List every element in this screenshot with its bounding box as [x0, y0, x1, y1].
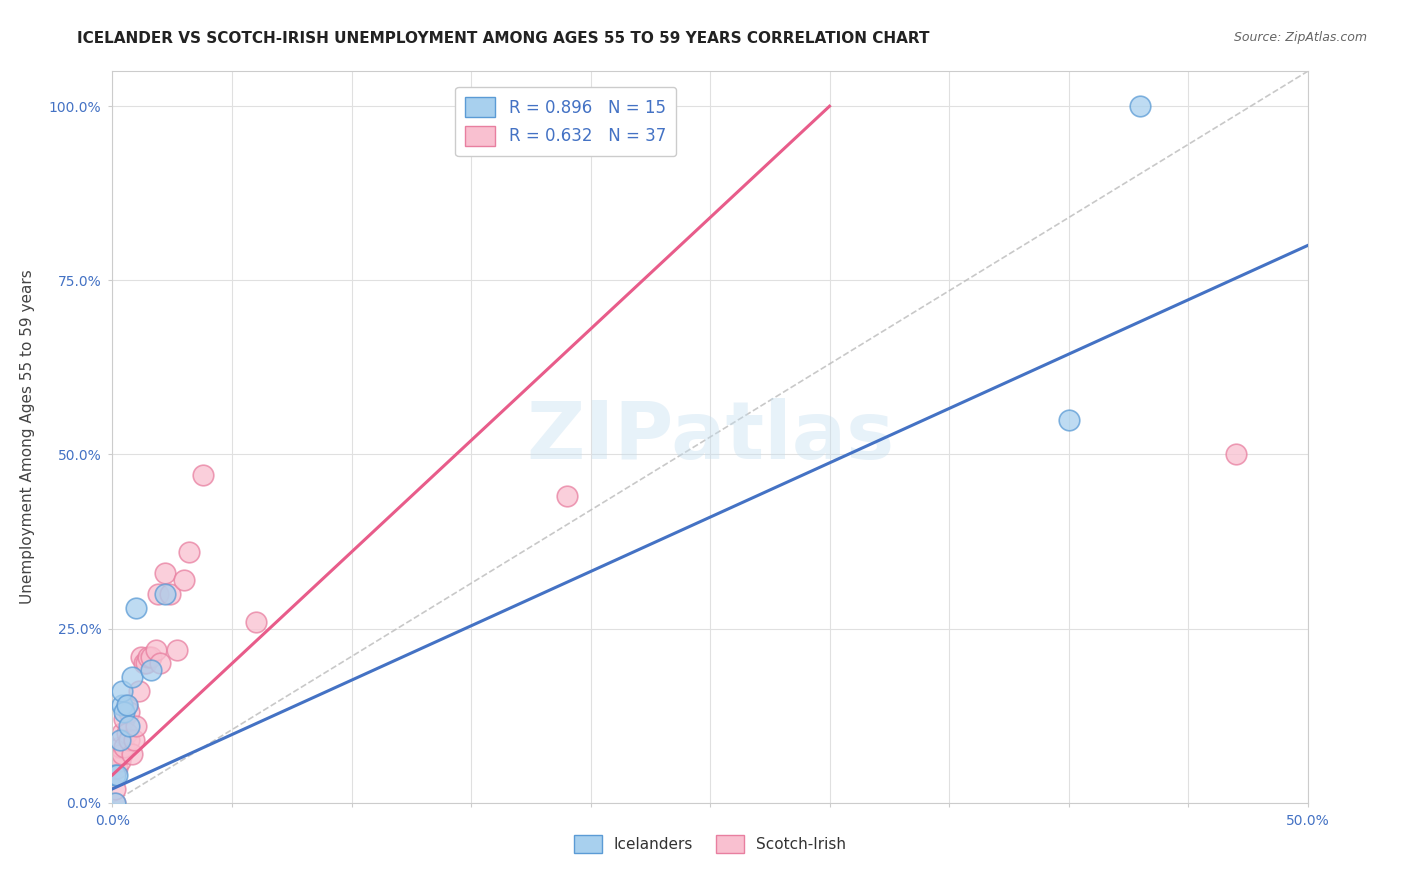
Point — [132, 657, 155, 671]
Point — [114, 712, 135, 726]
Point — [159, 587, 181, 601]
Point — [153, 587, 176, 601]
Text: ZIPatlas: ZIPatlas — [526, 398, 894, 476]
Legend: Icelanders, Scotch-Irish: Icelanders, Scotch-Irish — [567, 827, 853, 861]
Point — [118, 719, 141, 733]
Point — [128, 684, 150, 698]
Point — [114, 705, 135, 719]
Point — [104, 796, 127, 810]
Point — [115, 726, 138, 740]
Text: ICELANDER VS SCOTCH-IRISH UNEMPLOYMENT AMONG AGES 55 TO 59 YEARS CORRELATION CHA: ICELANDER VS SCOTCH-IRISH UNEMPLOYMENT A… — [77, 31, 929, 46]
Point — [111, 698, 134, 713]
Point — [245, 615, 267, 629]
Point — [139, 664, 162, 678]
Point — [173, 573, 195, 587]
Point — [114, 740, 135, 755]
Point — [125, 600, 148, 615]
Point — [104, 796, 127, 810]
Point — [104, 781, 127, 796]
Point — [1057, 412, 1080, 426]
Point — [135, 657, 157, 671]
Point — [115, 698, 138, 713]
Point — [579, 99, 602, 113]
Point — [111, 747, 134, 761]
Point — [111, 726, 134, 740]
Point — [145, 642, 167, 657]
Point — [118, 705, 141, 719]
Point — [193, 468, 215, 483]
Point — [139, 649, 162, 664]
Point — [555, 489, 578, 503]
Point — [125, 719, 148, 733]
Point — [105, 761, 128, 775]
Point — [105, 768, 128, 782]
Point — [104, 768, 127, 782]
Point — [115, 698, 138, 713]
Point — [149, 657, 172, 671]
Point — [616, 99, 638, 113]
Point — [1225, 448, 1247, 462]
Point — [129, 649, 152, 664]
Point — [177, 545, 200, 559]
Point — [1129, 99, 1152, 113]
Point — [166, 642, 188, 657]
Point — [146, 587, 169, 601]
Y-axis label: Unemployment Among Ages 55 to 59 years: Unemployment Among Ages 55 to 59 years — [20, 269, 35, 605]
Point — [153, 566, 176, 580]
Point — [104, 754, 127, 768]
Point — [121, 670, 143, 684]
Point — [108, 754, 131, 768]
Point — [122, 733, 145, 747]
Point — [108, 740, 131, 755]
Point — [138, 649, 160, 664]
Point — [121, 747, 143, 761]
Text: Source: ZipAtlas.com: Source: ZipAtlas.com — [1233, 31, 1367, 45]
Point — [118, 733, 141, 747]
Point — [111, 684, 134, 698]
Point — [108, 733, 131, 747]
